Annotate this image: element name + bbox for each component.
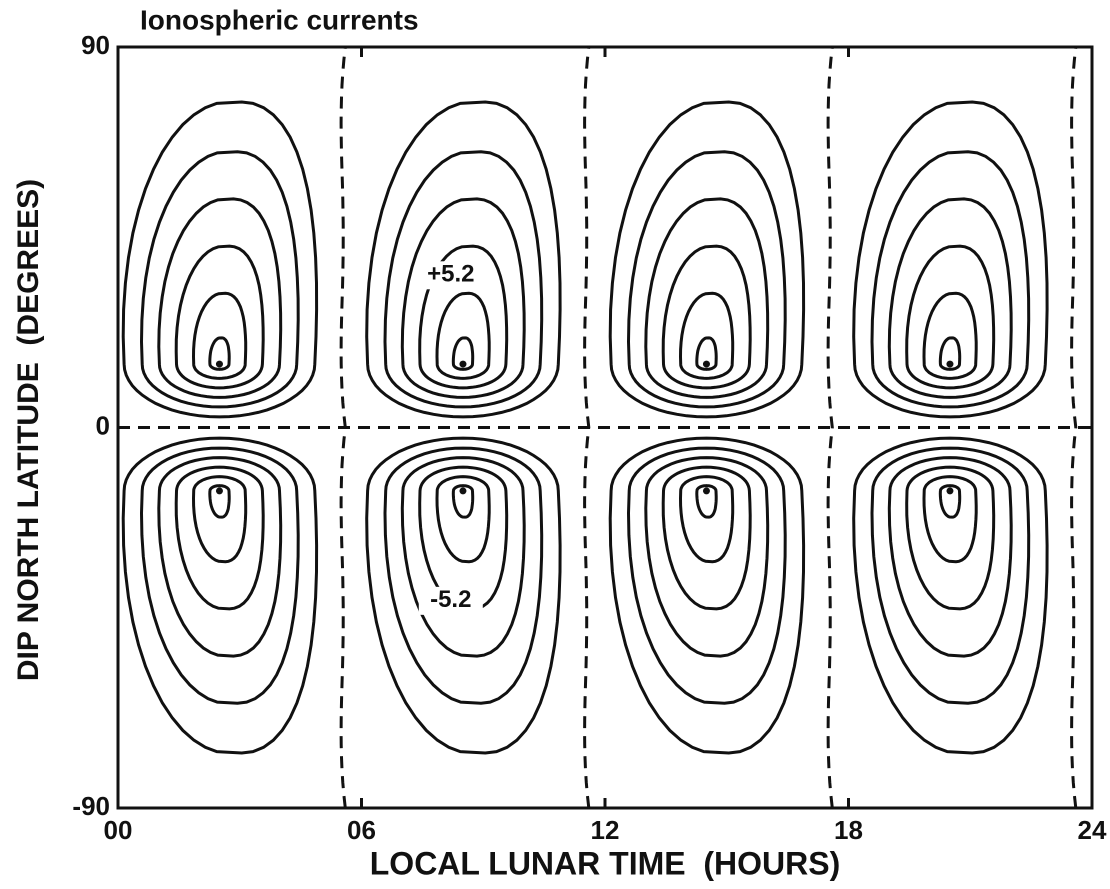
contour-line — [695, 336, 718, 371]
contour-line — [139, 446, 300, 705]
contour-line — [157, 456, 283, 658]
contour-line — [191, 291, 248, 380]
contour-line — [905, 244, 996, 390]
x-tick-label: 00 — [104, 815, 133, 845]
contour-line — [174, 465, 265, 611]
y-tick-label: 90 — [81, 30, 110, 60]
contour-line — [870, 446, 1031, 705]
contour-line — [678, 291, 735, 380]
contour-line — [208, 484, 231, 519]
cell-center — [702, 360, 710, 368]
zero-contour — [1070, 46, 1078, 809]
cell-center — [459, 487, 467, 495]
y-axis-label: DIP NORTH LATITUDE (DEGREES) — [12, 179, 45, 681]
contour-line — [938, 484, 962, 519]
contour-line — [383, 150, 544, 409]
contour-line — [661, 244, 752, 390]
contour-line — [418, 244, 509, 390]
x-tick-label: 12 — [591, 815, 620, 845]
zero-contour — [583, 46, 591, 809]
contour-line — [608, 436, 806, 755]
contour-line — [626, 150, 787, 409]
contour-line — [365, 100, 562, 419]
contour-line — [905, 465, 996, 611]
contour-line — [174, 244, 265, 390]
contour-line — [852, 100, 1049, 419]
contour-line — [365, 436, 562, 755]
zero-contour — [339, 46, 347, 809]
contour-line — [644, 456, 770, 658]
contour-line — [695, 484, 718, 519]
contour-line — [887, 197, 1013, 399]
contour-line — [418, 465, 509, 611]
contour-line — [435, 475, 491, 564]
cell-center — [215, 487, 223, 495]
cell-center — [459, 360, 467, 368]
contour-line — [191, 475, 248, 564]
x-axis-label: LOCAL LUNAR TIME (HOURS) — [370, 845, 840, 881]
contour-line — [121, 100, 319, 419]
contour-line — [451, 484, 475, 519]
contour-line — [644, 197, 770, 399]
contour-line — [870, 150, 1031, 409]
contour-line — [157, 197, 283, 399]
contour-line — [852, 436, 1049, 755]
contour-line — [139, 150, 300, 409]
contour-line — [678, 475, 735, 564]
contour-line — [626, 446, 787, 705]
y-tick-label: -90 — [72, 791, 110, 821]
contour-line — [400, 197, 526, 399]
contour-line — [400, 456, 526, 658]
contour-line — [383, 446, 544, 705]
cell-center — [215, 360, 223, 368]
contour-line — [451, 336, 475, 371]
contour-line — [661, 465, 752, 611]
y-tick-label: 0 — [96, 410, 110, 440]
contour-line — [922, 475, 978, 564]
annotation-bg — [418, 261, 483, 290]
contour-line — [435, 291, 491, 380]
contour-line — [608, 100, 806, 419]
contour-line — [887, 456, 1013, 658]
x-tick-label: 24 — [1078, 815, 1107, 845]
chart-title: Ionospheric currents — [140, 4, 419, 35]
zero-contour — [826, 46, 834, 809]
cell-center — [702, 487, 710, 495]
contour-line — [938, 336, 962, 371]
contour-line — [922, 291, 978, 380]
contour-label: -5.2 — [430, 586, 471, 613]
contour-label: +5.2 — [427, 261, 474, 288]
x-tick-label: 06 — [347, 815, 376, 845]
annotation-bg — [418, 586, 483, 615]
cell-center — [946, 360, 954, 368]
cell-center — [946, 487, 954, 495]
x-tick-label: 18 — [834, 815, 863, 845]
contour-line — [121, 436, 319, 755]
contour-line — [208, 336, 231, 371]
